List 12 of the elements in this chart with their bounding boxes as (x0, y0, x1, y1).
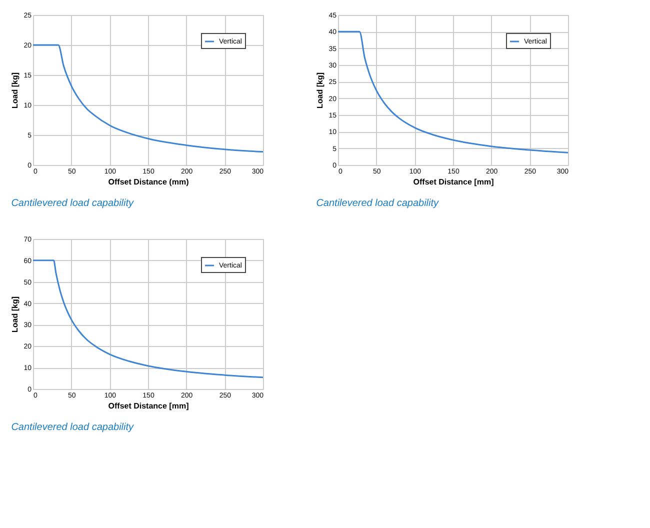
x-axis-title: Offset Distance [mm] (413, 178, 494, 186)
y-axis-title: Load [kg] (10, 296, 20, 332)
y-axis-title: Load [kg] (10, 72, 20, 108)
text: Cantilevered load capability (11, 198, 135, 209)
y-axis-title: Load [kg] (316, 72, 325, 108)
line-series (32, 44, 264, 153)
x-axis-title: Offset Distance (mm) (108, 178, 190, 186)
line-series (32, 260, 264, 378)
x-axis-title: Offset Distance [mm] (108, 402, 190, 410)
text: Cantilevered load capability (11, 422, 135, 433)
line-series (337, 30, 569, 154)
text: Cantilevered load capability (316, 198, 440, 209)
